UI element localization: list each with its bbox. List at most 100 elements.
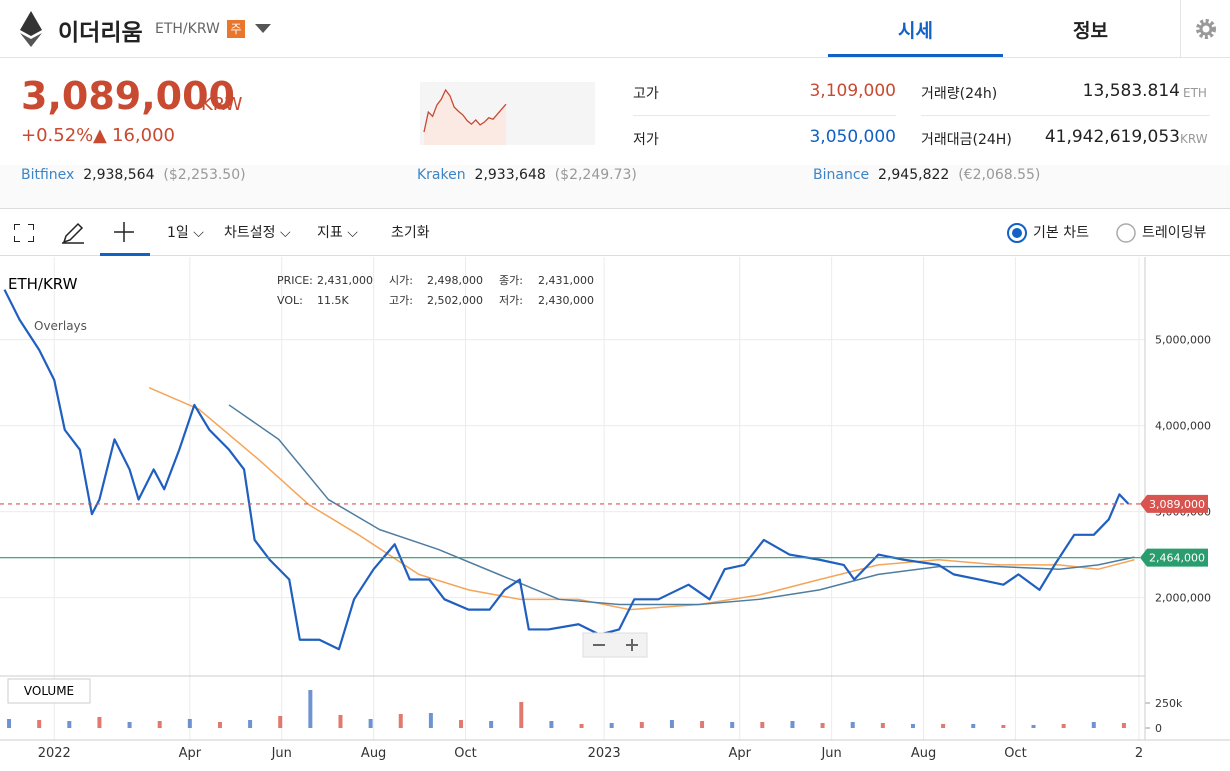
radio-on[interactable] <box>1006 222 1028 244</box>
x-tick-label: 2022 <box>38 746 71 761</box>
radio-label[interactable]: 기본 차트 <box>1033 225 1089 241</box>
volume-bar <box>7 719 12 728</box>
draw-icon[interactable] <box>62 222 84 244</box>
fullscreen-icon[interactable] <box>14 224 34 242</box>
x-tick-label: Jun <box>271 746 292 761</box>
exchange-foreign: (€2,068.55) <box>958 167 1041 183</box>
price-line <box>3 289 1130 651</box>
change-pct: +0.52% <box>21 125 94 146</box>
radio-off[interactable] <box>1115 222 1137 244</box>
eth-icon <box>20 11 42 47</box>
y-tick-label: 4,000,000 <box>1155 420 1211 433</box>
dropdown[interactable] <box>255 24 271 34</box>
info-value: 2,502,000 <box>427 294 483 307</box>
badge: 주 <box>227 20 245 38</box>
toolbar: 1일 ⌵ 차트설정 ⌵ 지표 ⌵ 초기화 기본 차트 트레이딩뷰 <box>0 208 1230 256</box>
level-line-tag <box>1140 548 1208 567</box>
volume-bar <box>1001 725 1006 728</box>
chart-settings[interactable]: 차트설정 ⌵ <box>224 225 291 241</box>
header: 이더리움 ETH/KRW 주 시세 정보 <box>0 0 1230 58</box>
stat-value: 3,109,000 <box>809 81 896 101</box>
current-price: 3,089,000 <box>21 74 235 118</box>
volume-bar <box>1091 722 1096 728</box>
volume-bar <box>368 719 373 728</box>
volume-tick-label: 250k <box>1155 697 1183 710</box>
info-value: 2,430,000 <box>538 294 594 307</box>
volume-bar <box>1121 723 1126 728</box>
price-unit: KRW <box>201 94 243 115</box>
exchange-price: 2,938,564 <box>83 167 155 183</box>
volume-bar <box>700 721 705 728</box>
volume-bar <box>278 716 283 728</box>
volume-bar <box>97 717 102 728</box>
crosshair-icon[interactable] <box>114 222 134 242</box>
volume-bar <box>67 721 72 728</box>
x-tick-label: 2 <box>1135 746 1143 761</box>
exchange: Binance 2,945,822 (€2,068.55) <box>813 165 1040 185</box>
volume-bar <box>850 722 855 728</box>
indicators[interactable]: 지표 ⌵ <box>317 225 358 241</box>
reset[interactable]: 초기화 <box>391 225 430 241</box>
settings-icon[interactable] <box>1195 18 1217 40</box>
volume-bar <box>760 722 765 728</box>
interval[interactable]: 1일 ⌵ <box>167 225 204 241</box>
volume-bar <box>549 721 554 728</box>
plot-bg <box>0 257 1145 740</box>
exchange-name: Kraken <box>417 167 466 183</box>
volume-bar <box>519 702 524 728</box>
x-tick-label: Aug <box>361 746 386 761</box>
volume-bar <box>338 715 343 728</box>
exchange-foreign: ($2,249.73) <box>554 167 637 183</box>
volume-bar <box>398 714 403 728</box>
stat-unit: ETH <box>1183 86 1207 100</box>
volume-bar <box>971 724 976 728</box>
price-marker-tag <box>1140 494 1208 513</box>
y-tick-label: 2,000,000 <box>1155 592 1211 605</box>
stat-value: 3,050,000 <box>809 127 896 147</box>
exchange: Kraken 2,933,648 ($2,249.73) <box>417 165 637 185</box>
stat-label: 거래대금(24H) <box>921 132 1012 148</box>
coin-pair: ETH/KRW <box>155 21 220 37</box>
change-value: 16,000 <box>112 125 175 146</box>
volume-box <box>7 678 91 704</box>
info-label: VOL: <box>277 294 303 307</box>
volume-bar <box>428 713 433 728</box>
tool-underline <box>100 253 150 256</box>
exchange-name: Binance <box>813 167 870 183</box>
volume-bar <box>248 720 253 728</box>
stat-unit: KRW <box>1180 132 1208 146</box>
x-tick-label: Oct <box>454 746 476 761</box>
info-value: 2,431,000 <box>538 274 594 287</box>
sparkline <box>420 82 595 145</box>
info-label: PRICE: <box>277 274 313 287</box>
stat-value: 41,942,619,053 <box>1044 127 1180 147</box>
tab[interactable]: 정보 <box>1073 20 1108 42</box>
volume-bar <box>489 721 494 728</box>
radio-label[interactable]: 트레이딩뷰 <box>1142 225 1207 241</box>
volume-bar <box>669 720 674 728</box>
volume-bar <box>1031 725 1036 728</box>
volume-bar <box>37 720 42 728</box>
tab-underline <box>828 54 1003 57</box>
x-tick-label: Apr <box>728 746 751 761</box>
zoom-controls[interactable] <box>582 632 648 658</box>
info-label: 저가: <box>499 294 523 307</box>
sparkline-line <box>423 88 507 133</box>
divider <box>921 115 1210 116</box>
x-tick-label: Jun <box>820 746 841 761</box>
interval-label: 1일 <box>167 225 189 241</box>
tab-active[interactable]: 시세 <box>898 20 933 42</box>
volume-bar <box>639 722 644 728</box>
volume-bar <box>790 721 795 728</box>
info-label: 종가: <box>499 274 523 287</box>
volume-bar <box>820 723 825 728</box>
ma-slow <box>228 404 1135 606</box>
y-tick-label: 5,000,000 <box>1155 334 1211 347</box>
volume-tick-label: 0 <box>1155 722 1162 735</box>
x-tick-label: Oct <box>1004 746 1026 761</box>
volume-bar <box>941 724 946 728</box>
exchange-foreign: ($2,253.50) <box>163 167 246 183</box>
volume-bar <box>609 723 614 728</box>
info-value: 11.5K <box>317 294 349 307</box>
exchange-name: Bitfinex <box>21 167 75 183</box>
